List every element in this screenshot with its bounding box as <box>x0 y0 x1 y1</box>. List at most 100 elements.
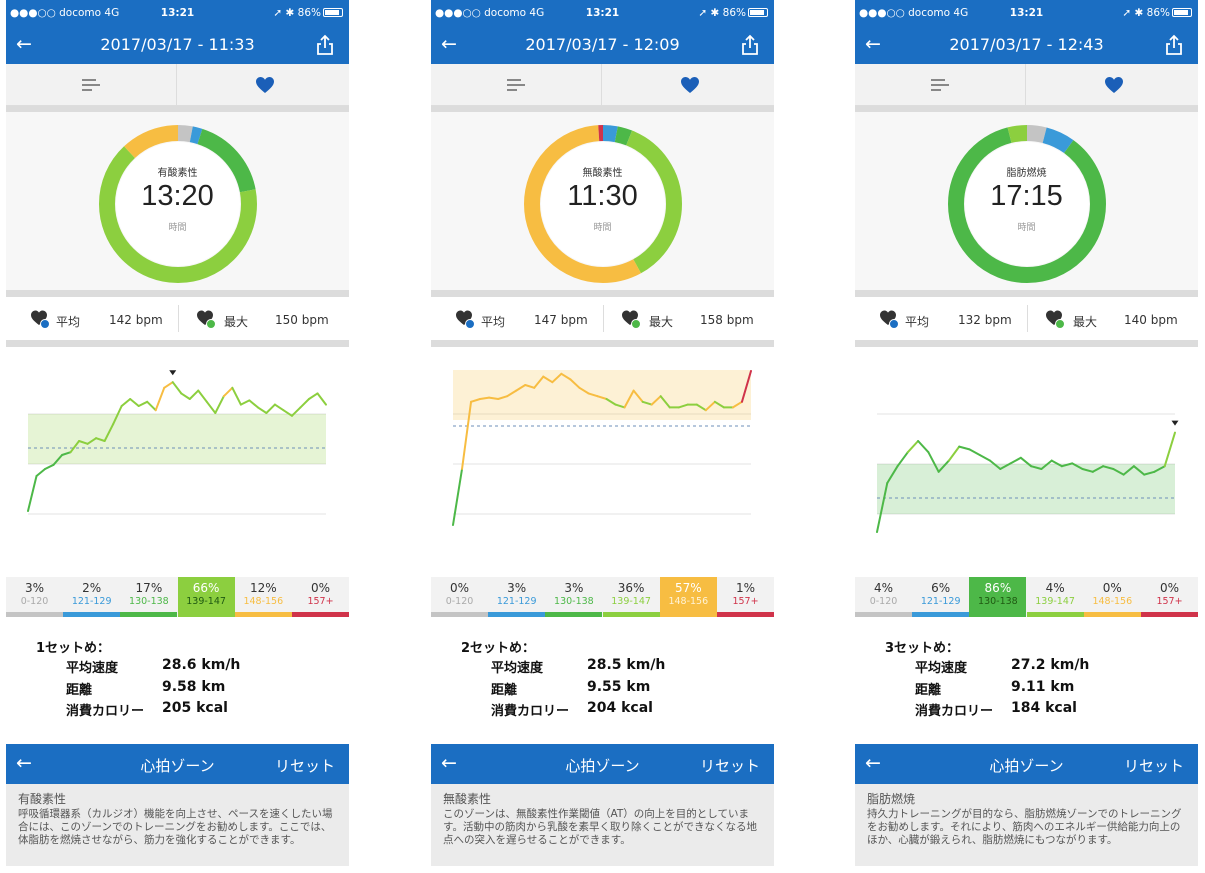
summary-key: 消費カロリー <box>66 704 145 719</box>
header-bar: ← 2017/03/17 - 12:43 <box>855 25 1198 64</box>
bpm-stats-row: 平均 142 bpm 最大 150 bpm <box>6 297 349 340</box>
zone-color-bar <box>1141 612 1198 617</box>
zone-range: 148-156 <box>243 596 284 607</box>
zone-percent: 12% <box>249 581 277 595</box>
zone-cell-130-138[interactable]: 3% 130-138 <box>545 577 603 617</box>
hr-segment <box>52 454 64 466</box>
zone-description: 脂肪燃焼 持久力トレーニングが目的なら、脂肪燃焼ゾーンでのトレーニングをお勧めしま… <box>855 784 1198 866</box>
zone-time-value: 13:20 <box>141 180 214 212</box>
hr-segment <box>497 395 509 400</box>
hr-segment <box>999 462 1012 470</box>
hr-segment <box>515 384 527 392</box>
hr-segment <box>704 400 716 412</box>
zone-cell-148-156[interactable]: 12% 148-156 <box>234 577 292 617</box>
zone-ring-panel: 無酸素性 11:30 時間 <box>431 112 774 290</box>
max-hr-label: 最大 <box>1073 315 1098 329</box>
view-tabs <box>6 64 349 106</box>
hr-segment <box>120 398 132 407</box>
zone-range: 0-120 <box>20 596 49 607</box>
hr-segment <box>197 389 208 403</box>
tab-laps[interactable] <box>6 64 177 105</box>
zone-color-bar <box>659 612 717 617</box>
zone-color-bar <box>602 612 660 617</box>
separator <box>855 340 1198 347</box>
tab-heart-rate[interactable] <box>603 64 774 105</box>
donut-center <box>541 142 665 266</box>
hr-segment <box>587 392 599 398</box>
zone-cell-157+[interactable]: 1% 157+ <box>717 577 774 617</box>
back-arrow-icon[interactable]: ← <box>16 752 32 774</box>
hr-segment <box>659 395 671 409</box>
share-icon[interactable] <box>315 34 335 56</box>
bpm-stats-row: 平均 147 bpm 最大 158 bpm <box>431 297 774 340</box>
time-caption: 時間 <box>593 223 612 233</box>
zone-cell-157+[interactable]: 0% 157+ <box>1141 577 1198 617</box>
time-caption: 時間 <box>168 223 187 233</box>
zone-cell-139-147[interactable]: 4% 139-147 <box>1026 577 1084 617</box>
reset-button[interactable]: リセット <box>1123 757 1184 775</box>
reset-button[interactable]: リセット <box>274 757 335 775</box>
zone-cell-139-147[interactable]: 36% 139-147 <box>602 577 660 617</box>
bluetooth-icon: ✱ <box>285 7 298 19</box>
bpm-stats-row: 平均 132 bpm 最大 140 bpm <box>855 297 1198 340</box>
hr-segment <box>906 440 920 454</box>
status-time: 13:21 <box>1009 7 1044 19</box>
tab-laps[interactable] <box>855 64 1026 105</box>
tab-heart-rate[interactable] <box>1027 64 1198 105</box>
max-hr-label: 最大 <box>649 315 674 329</box>
donut-segment-yellow <box>524 125 682 283</box>
status-bar: ●●●○○ docomo 4G 13:21 ➚ ✱ 86% <box>431 0 774 25</box>
battery-percent: 86% <box>297 7 321 19</box>
zone-description: 無酸素性 このゾーンは、無酸素性作業閾値（AT）の向上を目的としています。活動中の… <box>431 784 774 866</box>
separator <box>431 340 774 347</box>
hr-segment <box>740 370 752 403</box>
zone-header-bar: ← 心拍ゾーン リセット <box>855 744 1198 784</box>
hr-segment <box>452 468 464 526</box>
zone-cell-121-129[interactable]: 3% 121-129 <box>488 577 546 617</box>
hr-segment <box>596 395 608 400</box>
zone-cell-0-120[interactable]: 3% 0-120 <box>6 577 63 617</box>
view-tabs <box>431 64 774 106</box>
share-icon[interactable] <box>1164 34 1184 56</box>
share-icon[interactable] <box>740 34 760 56</box>
hr-segment <box>299 398 310 409</box>
hr-segment <box>137 400 149 407</box>
tab-heart-rate[interactable] <box>178 64 349 105</box>
hr-segment <box>1132 465 1146 476</box>
hr-segment <box>188 389 200 400</box>
hr-segment <box>958 445 971 451</box>
hr-segment <box>1102 465 1115 470</box>
back-arrow-icon[interactable]: ← <box>441 752 457 774</box>
hr-segment <box>1009 456 1022 465</box>
hr-segment <box>488 396 500 400</box>
reset-button[interactable]: リセット <box>699 757 760 775</box>
hr-segment <box>1040 459 1053 470</box>
hr-segment <box>927 451 940 473</box>
zone-cell-130-138[interactable]: 17% 130-138 <box>120 577 178 617</box>
zone-range: 130-138 <box>978 596 1018 607</box>
phone-screen: ●●●○○ docomo 4G 13:21 ➚ ✱ 86% ← 2017/03/17 -… <box>6 0 349 873</box>
hr-segment <box>265 403 276 414</box>
zone-cell-0-120[interactable]: 4% 0-120 <box>855 577 912 617</box>
zone-distribution-row: 4% 0-120 6% 121-129 86% 130-138 4% 139-147 0% 148… <box>855 577 1198 617</box>
zone-cell-157+[interactable]: 0% 157+ <box>292 577 349 617</box>
back-arrow-icon[interactable]: ← <box>865 752 881 774</box>
back-arrow-icon[interactable]: ← <box>441 33 457 55</box>
zone-percent: 3% <box>24 581 45 595</box>
zone-cell-139-147[interactable]: 66% 139-147 <box>177 577 235 617</box>
header-bar: ← 2017/03/17 - 11:33 <box>6 25 349 64</box>
zone-cell-121-129[interactable]: 6% 121-129 <box>912 577 970 617</box>
zone-cell-148-156[interactable]: 57% 148-156 <box>659 577 717 617</box>
session-title: 2017/03/17 - 12:43 <box>949 35 1104 54</box>
back-arrow-icon[interactable]: ← <box>16 33 32 55</box>
zone-cell-0-120[interactable]: 0% 0-120 <box>431 577 488 617</box>
back-arrow-icon[interactable]: ← <box>865 33 881 55</box>
zone-cell-148-156[interactable]: 0% 148-156 <box>1083 577 1141 617</box>
separator <box>6 106 349 113</box>
header-bar: ← 2017/03/17 - 12:09 <box>431 25 774 64</box>
zone-cell-121-129[interactable]: 2% 121-129 <box>63 577 121 617</box>
zone-cell-130-138[interactable]: 86% 130-138 <box>969 577 1027 617</box>
max-hr-value: 140 bpm <box>1124 313 1178 327</box>
donut-segment-lightgreen <box>948 125 1106 283</box>
tab-laps[interactable] <box>431 64 602 105</box>
